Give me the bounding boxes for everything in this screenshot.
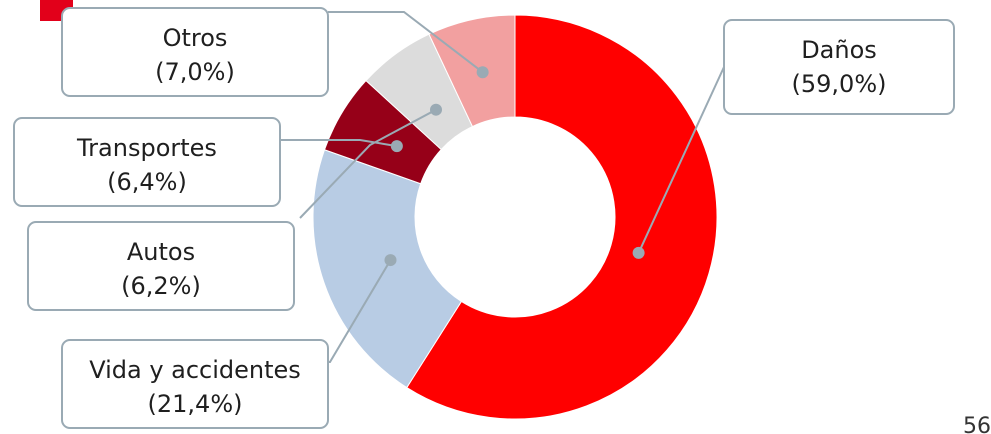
leader-dot-vida-y-accidentes (384, 254, 397, 267)
category-label-autos: Autos (127, 238, 195, 266)
leader-dot-transportes (390, 140, 403, 153)
slice-otros (428, 14, 516, 128)
leader-dot-autos (430, 103, 443, 116)
leader-line-autos (299, 108, 437, 219)
leader-dot-danos (632, 246, 645, 259)
labels-group: Daños (59,0%) Vida y accidentes (21,4%) Auto… (13, 7, 955, 429)
label-box-vida-y-accidentes (61, 339, 329, 429)
slices-group (312, 14, 718, 420)
leader-line-otros (328, 11, 484, 74)
label-box-danos (723, 19, 955, 115)
value-label-danos: (59,0%) (792, 70, 887, 98)
value-label-transportes: (6,4%) (107, 168, 187, 196)
leaders-group (280, 11, 725, 363)
value-label-otros: (7,0%) (155, 58, 235, 86)
leader-line-danos (637, 66, 725, 254)
category-label-transportes: Transportes (76, 134, 217, 162)
leader-dot-otros (476, 66, 489, 79)
value-label-vida-y-accidentes: (21,4%) (148, 390, 243, 418)
label-box-transportes (13, 117, 281, 207)
category-label-vida-y-accidentes: Vida y accidentes (89, 356, 301, 384)
category-label-otros: Otros (163, 24, 228, 52)
label-box-autos (27, 221, 295, 311)
category-label-danos: Daños (801, 36, 877, 64)
value-label-autos: (6,2%) (121, 272, 201, 300)
label-box-otros (61, 7, 329, 97)
slice-danos (406, 14, 718, 420)
page-number: 56 (963, 414, 991, 434)
leader-line-transportes (280, 139, 398, 148)
